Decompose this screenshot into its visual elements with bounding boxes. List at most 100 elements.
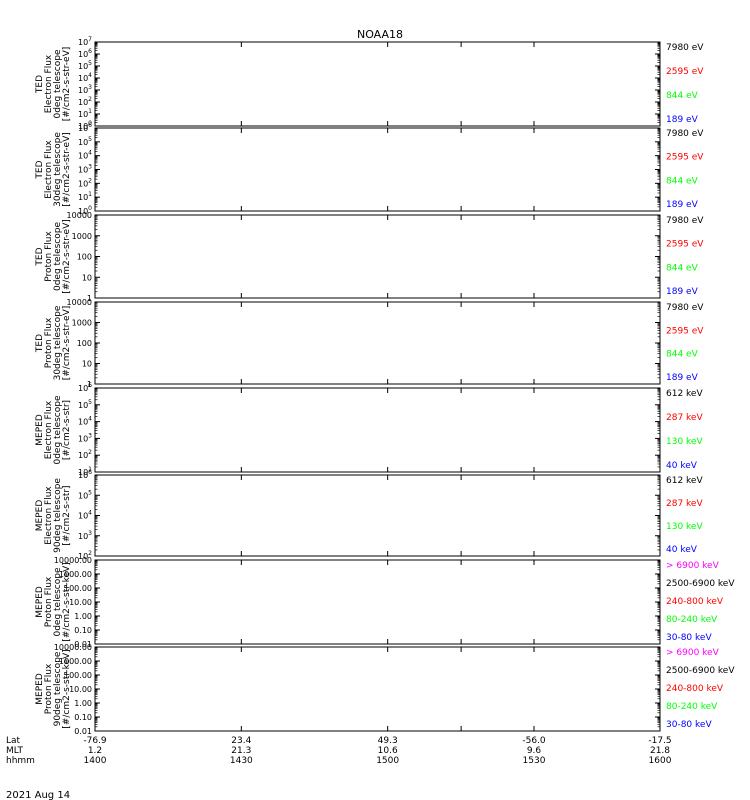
legend-entry: 2595 eV	[666, 240, 704, 250]
y-tick-label: 10.00	[69, 685, 92, 694]
bottom-axis-row-label: MLT	[6, 746, 24, 756]
y-tick-label: 10.00	[69, 598, 92, 607]
y-axis-title-line: [#/cm2-s-str-eV]	[62, 47, 72, 122]
legend-entry: 612 keV	[666, 389, 703, 399]
legend-entry: 844 eV	[666, 176, 699, 186]
legend-entry: 80-240 keV	[666, 615, 718, 625]
legend-entry: 130 keV	[666, 522, 703, 532]
y-tick-label: 103	[78, 530, 92, 541]
y-axis-title-line: 0deg telescope	[53, 567, 63, 637]
y-tick-label: 100	[77, 339, 92, 348]
y-tick-label: 105	[78, 60, 92, 71]
y-axis-title-line: 30deg telescope	[53, 132, 63, 207]
y-tick-label: 101	[78, 191, 92, 202]
y-tick-label: 106	[78, 122, 92, 133]
legend-entry: 240-800 keV	[666, 597, 724, 607]
bottom-axis-value: 49.3	[378, 736, 398, 746]
panel-frame	[94, 646, 661, 732]
y-axis-title-line: MEPED	[35, 414, 45, 446]
y-tick-label: 102	[78, 449, 92, 460]
legend-entry: 7980 eV	[666, 303, 704, 313]
legend-entry: 189 eV	[666, 287, 699, 297]
y-axis-title-line: [#/cm2-s-str]	[62, 400, 72, 460]
bottom-axis-value: 23.4	[231, 736, 251, 746]
y-tick-label: 1	[87, 294, 92, 303]
y-axis-title-line: Proton Flux	[44, 231, 54, 282]
y-axis-title-line: 0deg telescope	[53, 222, 63, 292]
legend-entry: 287 keV	[666, 499, 703, 509]
y-axis-title-line: MEPED	[35, 586, 45, 618]
panel-frame	[94, 559, 661, 645]
panel-8: 0.01 0.10 1.00 10.00 100.00 1000.00 10000.00 ME…	[35, 643, 735, 736]
y-axis-title-line: 0deg telescope	[53, 49, 63, 119]
bottom-axis-value: -76.9	[83, 736, 107, 746]
bottom-axis-value: 1500	[376, 756, 399, 766]
y-tick-label: 0.10	[74, 626, 92, 635]
bottom-axis-row-label: Lat	[6, 736, 21, 746]
panel-frame	[94, 301, 661, 385]
y-axis-title-line: 0deg telescope	[53, 395, 63, 465]
chart-title: NOAA18	[357, 28, 403, 41]
bottom-axis-value: 1530	[523, 756, 546, 766]
legend-entry: 189 eV	[666, 200, 699, 210]
y-tick-label: 105	[78, 489, 92, 500]
legend-entry: > 6900 keV	[666, 561, 720, 571]
y-axis-title-line: Electron Flux	[44, 486, 54, 545]
y-axis-title-line: [#/cm2-s-str-keV]	[62, 562, 72, 641]
legend-entry: 189 eV	[666, 115, 699, 125]
y-tick-label: 105	[78, 399, 92, 410]
y-axis-title-line: [#/cm2-s-str-eV]	[62, 219, 72, 294]
legend-entry: 2595 eV	[666, 67, 704, 77]
bottom-axis-value: 1400	[84, 756, 107, 766]
y-tick-label: 100.00	[64, 584, 92, 593]
y-axis-title-line: TED	[35, 160, 45, 179]
legend-entry: 844 eV	[666, 263, 699, 273]
legend-entry: 80-240 keV	[666, 702, 718, 712]
y-tick-label: 100.00	[64, 671, 92, 680]
bottom-axis-value: 10.6	[378, 746, 398, 756]
panel-3: 1 10 100 1000 10000 TED Proton Flux 0deg telesc…	[35, 211, 704, 303]
y-tick-label: 101	[78, 466, 92, 477]
y-axis-title-line: [#/cm2-s-str-eV]	[62, 132, 72, 207]
y-axis-title-line: MEPED	[35, 500, 45, 532]
y-tick-label: 1000	[72, 319, 92, 328]
y-tick-label: 106	[78, 382, 92, 393]
y-tick-label: 100	[77, 253, 92, 262]
y-axis-title-line: Electron Flux	[44, 400, 54, 459]
y-axis-title-line: Proton Flux	[44, 663, 54, 714]
y-axis-title-line: TED	[35, 334, 45, 353]
y-axis-title-line: [#/cm2-s-str-keV]	[62, 649, 72, 728]
y-tick-label: 104	[78, 416, 92, 427]
y-tick-label: 1.00	[74, 699, 92, 708]
panel-frame	[94, 214, 661, 299]
panel-5: 101 102 103 104 105 106 MEPED Electron Flux 0deg…	[35, 382, 703, 477]
panel-frame	[94, 127, 661, 212]
panel-6: 102 103 104 105 106 MEPED Electron Flux 90deg t…	[35, 469, 703, 561]
legend-entry: 40 keV	[666, 545, 698, 555]
y-tick-label: 100	[78, 205, 92, 216]
y-tick-label: 102	[78, 96, 92, 107]
bottom-axis-value: 1600	[649, 756, 672, 766]
y-tick-label: 101	[78, 108, 92, 119]
y-tick-label: 107	[78, 36, 92, 47]
y-tick-label: 10000	[67, 211, 92, 220]
y-tick-label: 10000	[67, 298, 92, 307]
legend-entry: 844 eV	[666, 91, 699, 101]
y-tick-label: 106	[78, 48, 92, 59]
y-axis-title-line: Proton Flux	[44, 576, 54, 627]
panel-4: 1 10 100 1000 10000 TED Proton Flux 30deg teles…	[35, 298, 704, 389]
y-tick-label: 103	[78, 84, 92, 95]
y-tick-label: 1.00	[74, 612, 92, 621]
legend-entry: 7980 eV	[666, 216, 704, 226]
bottom-axis-row-label: hhmm	[6, 756, 35, 766]
y-tick-label: 1000	[72, 232, 92, 241]
y-axis-title-line: TED	[35, 75, 45, 94]
bottom-axis-value: 1430	[230, 756, 253, 766]
y-tick-label: 0.01	[74, 640, 92, 649]
legend-entry: 30-80 keV	[666, 720, 712, 730]
bottom-axis-value: 1.2	[88, 746, 102, 756]
y-tick-label: 10	[82, 273, 92, 282]
